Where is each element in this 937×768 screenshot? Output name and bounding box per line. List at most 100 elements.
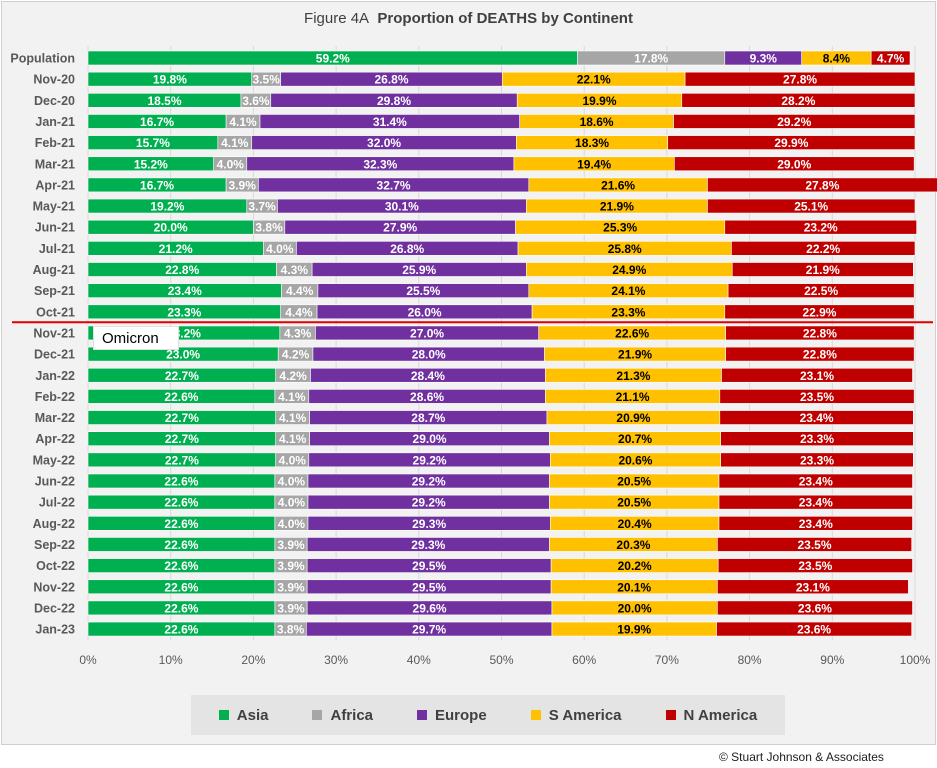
data-label: 22.6% [164, 390, 198, 404]
omicron-annotation: Omicron [93, 326, 179, 350]
data-label: 4.0% [278, 475, 306, 489]
chart-legend: Asia Africa Europe S America N America [191, 695, 785, 735]
data-label: 29.5% [412, 559, 446, 573]
data-label: 23.4% [168, 284, 202, 298]
data-label: 20.7% [618, 432, 652, 446]
bar-segment [707, 177, 937, 193]
data-label: 29.5% [412, 580, 446, 594]
legend-label: Europe [435, 706, 487, 724]
data-label: 27.9% [383, 221, 417, 235]
x-tick-label: 70% [655, 653, 679, 667]
data-label: 32.0% [367, 136, 401, 150]
data-label: 22.6% [164, 475, 198, 489]
bar-segment [717, 579, 909, 595]
category-label: Jan-21 [35, 115, 75, 129]
data-label: 29.2% [777, 115, 811, 129]
x-tick-label: 40% [407, 653, 431, 667]
bar-segment [719, 410, 914, 425]
category-label: Oct-21 [36, 305, 75, 319]
bar-segment [717, 558, 913, 573]
data-label: 4.3% [281, 263, 309, 277]
data-label: 21.3% [616, 369, 650, 383]
data-label: 22.7% [165, 432, 199, 446]
data-label: 20.5% [617, 475, 651, 489]
category-label: Jan-22 [35, 369, 75, 383]
data-label: 18.3% [575, 136, 609, 150]
x-tick-label: 90% [820, 653, 844, 667]
data-label: 23.6% [798, 601, 832, 615]
legend-item: Asia [218, 706, 269, 724]
legend-item: S America [530, 707, 622, 724]
data-label: 27.8% [805, 178, 839, 192]
bar-segment [717, 600, 913, 616]
data-label: 23.5% [798, 538, 832, 552]
bar-segment [720, 452, 914, 468]
data-label: 28.0% [412, 348, 446, 362]
data-label: 22.2% [806, 242, 840, 256]
data-label: 4.1% [229, 115, 257, 129]
category-label: Feb-21 [35, 136, 75, 150]
category-label: Feb-22 [35, 390, 75, 404]
data-label: 26.0% [408, 305, 442, 319]
category-label: Apr-21 [35, 178, 75, 192]
data-label: 4.0% [279, 453, 307, 467]
bar-segment [717, 537, 912, 552]
category-label: Aug-21 [33, 263, 75, 277]
data-label: 29.7% [412, 623, 446, 637]
copyright-text: © Stuart Johnson & Associates [719, 750, 884, 764]
data-label: 21.2% [159, 242, 193, 256]
category-label: Nov-20 [33, 73, 75, 87]
data-label: 30.1% [385, 200, 419, 214]
x-tick-label: 20% [241, 653, 265, 667]
data-label: 3.5% [253, 73, 281, 87]
legend-swatch [312, 710, 323, 720]
data-label: 25.5% [406, 284, 440, 298]
x-tick-label: 10% [159, 653, 183, 667]
data-label: 23.4% [800, 411, 834, 425]
data-label: 3.8% [255, 221, 283, 235]
data-label: 19.4% [577, 157, 611, 171]
data-label: 19.9% [582, 94, 616, 108]
data-label: 4.7% [877, 52, 905, 66]
data-label: 20.3% [616, 538, 650, 552]
x-tick-label: 60% [572, 653, 596, 667]
data-label: 23.5% [798, 559, 832, 573]
category-label: Jun-21 [35, 221, 75, 235]
bar-segment [707, 198, 916, 214]
data-label: 4.1% [279, 432, 307, 446]
data-label: 3.9% [277, 580, 305, 594]
data-label: 23.3% [611, 305, 645, 319]
data-label: 22.8% [165, 263, 199, 277]
data-label: 29.2% [412, 475, 446, 489]
bar-segment [721, 367, 913, 383]
data-label: 3.7% [248, 200, 276, 214]
data-label: 21.9% [600, 200, 634, 214]
data-label: 20.0% [618, 601, 652, 615]
data-label: 22.6% [164, 601, 198, 615]
data-label: 28.6% [410, 390, 444, 404]
bar-segment [716, 621, 912, 637]
bar-segment [870, 50, 911, 66]
category-label: Apr-22 [35, 432, 75, 446]
x-tick-label: 100% [900, 653, 931, 667]
data-label: 20.2% [618, 559, 652, 573]
data-label: 23.1% [800, 369, 834, 383]
data-label: 19.8% [153, 73, 187, 87]
data-label: 26.8% [390, 242, 424, 256]
category-label: May-21 [33, 200, 75, 214]
bar-segment [718, 473, 913, 489]
data-label: 23.6% [797, 623, 831, 637]
data-label: 24.1% [611, 284, 645, 298]
data-label: 28.4% [411, 369, 445, 383]
legend-label: Asia [236, 706, 269, 724]
data-label: 4.2% [279, 369, 307, 383]
legend-item: Africa [312, 707, 373, 724]
data-label: 4.0% [278, 496, 306, 510]
category-label: Dec-22 [34, 601, 75, 615]
data-label: 4.2% [282, 348, 310, 362]
bar-segment [731, 241, 916, 256]
x-tick-label: 80% [738, 653, 762, 667]
data-label: 31.4% [373, 115, 407, 129]
bar-segment [731, 262, 914, 277]
category-label: Jan-23 [35, 623, 75, 637]
